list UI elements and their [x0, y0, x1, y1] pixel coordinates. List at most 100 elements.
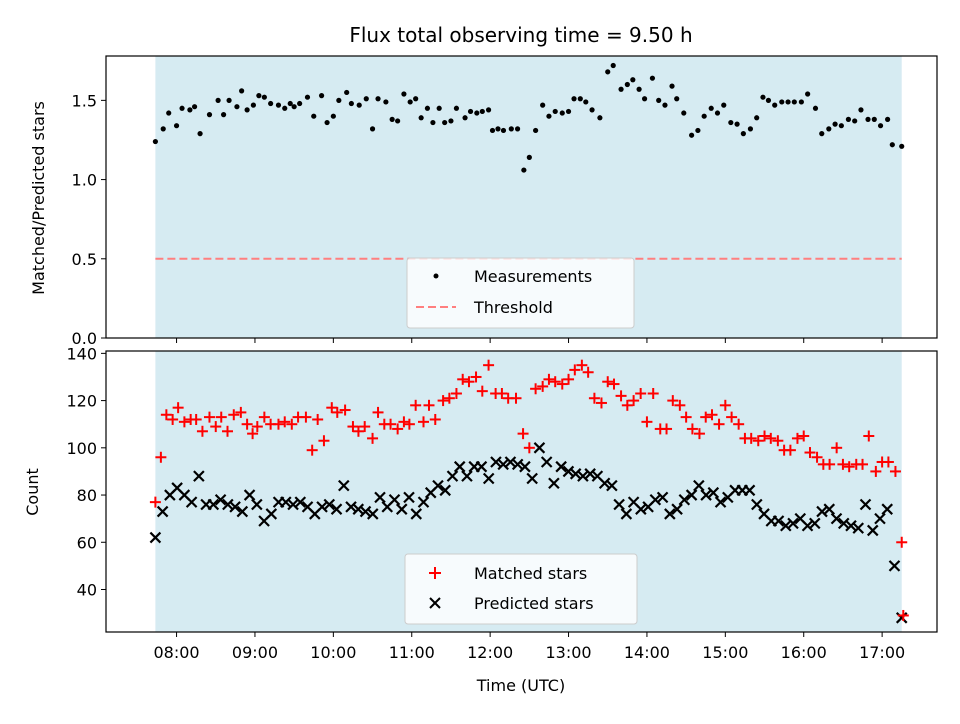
measurement-point [656, 97, 662, 103]
measurement-point [152, 138, 158, 145]
matched-star-point [155, 451, 167, 463]
matched-star-point [160, 409, 172, 421]
legend-predicted-marker [429, 597, 441, 609]
matched-star-point [443, 392, 455, 404]
measurement-point [324, 119, 330, 126]
measurement-point [311, 113, 317, 119]
bottom-y-tick-label: 140 [66, 344, 97, 363]
matched-star-point [286, 418, 298, 430]
measurement-point [485, 107, 492, 113]
matched-star-point [306, 444, 318, 456]
predicted-star-point [395, 503, 408, 515]
predicted-star-point [700, 489, 712, 501]
predicted-star-point [678, 493, 691, 506]
predicted-star-point [214, 493, 227, 506]
predicted-star-point [251, 498, 263, 511]
measurement-point [508, 126, 514, 132]
matched-star-point [517, 428, 529, 440]
matched-star-point [602, 376, 614, 388]
matched-star-point [510, 392, 522, 404]
predicted-star-point [222, 498, 234, 511]
matched-star-point [483, 359, 495, 371]
x-tick-label: 16:00 [781, 643, 827, 662]
matched-star-point [608, 378, 620, 390]
predicted-star-point [816, 505, 828, 518]
matched-star-point [196, 425, 208, 437]
matched-star-point [222, 425, 234, 437]
predicted-star-point [548, 477, 560, 490]
measurement-point [291, 104, 297, 110]
predicted-star-point [156, 505, 169, 518]
measurement-point [287, 100, 293, 107]
measurement-point [838, 123, 844, 129]
measurement-point [239, 88, 245, 94]
measurement-point [330, 113, 336, 119]
measurement-point [546, 113, 552, 119]
predicted-star-point [388, 493, 401, 506]
predicted-star-point [482, 472, 495, 485]
matched-star-point [804, 447, 816, 459]
measurement-point [798, 99, 804, 105]
x-tick-label: 09:00 [232, 643, 278, 662]
measurement-point [375, 96, 381, 102]
predicted-star-point [751, 498, 763, 511]
measurement-point [610, 62, 616, 69]
predicted-star-point [606, 479, 618, 492]
predicted-star-point [410, 508, 423, 520]
predicted-star-point [577, 470, 589, 482]
matched-star-point [569, 364, 581, 376]
matched-star-point [661, 423, 673, 435]
measurement-point [734, 121, 740, 127]
measurement-point [728, 119, 734, 126]
matched-star-point [667, 395, 679, 407]
measurement-point [845, 116, 852, 122]
matched-star-point [621, 399, 633, 411]
predicted-star-point [432, 479, 444, 492]
measurement-point [805, 91, 811, 97]
predicted-star-point [562, 465, 575, 478]
measurement-point [197, 131, 203, 137]
measurement-point [865, 116, 871, 122]
measurement-point [889, 142, 895, 148]
matched-star-point [772, 435, 784, 447]
bottom-y-tick-label: 80 [77, 486, 97, 505]
matched-star-point [889, 465, 901, 477]
matched-star-point [647, 388, 659, 400]
measurement-point [424, 105, 431, 111]
predicted-star-point [519, 460, 531, 473]
predicted-star-point [693, 479, 705, 492]
predicted-star-point [287, 498, 299, 511]
matched-star-point [726, 411, 738, 423]
measurement-point [436, 105, 442, 111]
measurement-point [754, 115, 760, 121]
predicted-star-point [584, 468, 596, 480]
legend-matched-marker [429, 567, 441, 579]
x-tick-label: 17:00 [859, 643, 905, 662]
bottom-y-tick-label: 40 [77, 580, 97, 599]
measurement-point [597, 115, 603, 121]
matched-star-point [398, 416, 410, 428]
matched-star-point [706, 409, 718, 421]
bottom-y-axis-label: Count [23, 468, 42, 516]
predicted-star-point [417, 496, 430, 508]
matched-star-point [752, 435, 764, 447]
predicted-star-point [772, 515, 785, 527]
measurement-point [187, 107, 193, 113]
predicted-star-point [888, 560, 901, 572]
predicted-star-point [707, 486, 720, 499]
measurement-point [877, 123, 884, 129]
top-axes-frame [105, 55, 938, 339]
measurement-point [533, 127, 539, 134]
measurement-point [474, 110, 480, 116]
measurement-point [583, 99, 589, 105]
legend-predicted-label: Predicted stars [474, 594, 594, 613]
measurement-point [250, 102, 256, 108]
measurement-point [275, 102, 282, 108]
matched-star-point [247, 428, 259, 440]
predicted-star-point [475, 460, 488, 473]
matched-star-point [279, 416, 291, 428]
matched-star-point [203, 411, 215, 423]
x-tick-label: 12:00 [467, 643, 513, 662]
measurement-point [695, 127, 701, 134]
measurement-point [448, 118, 454, 124]
